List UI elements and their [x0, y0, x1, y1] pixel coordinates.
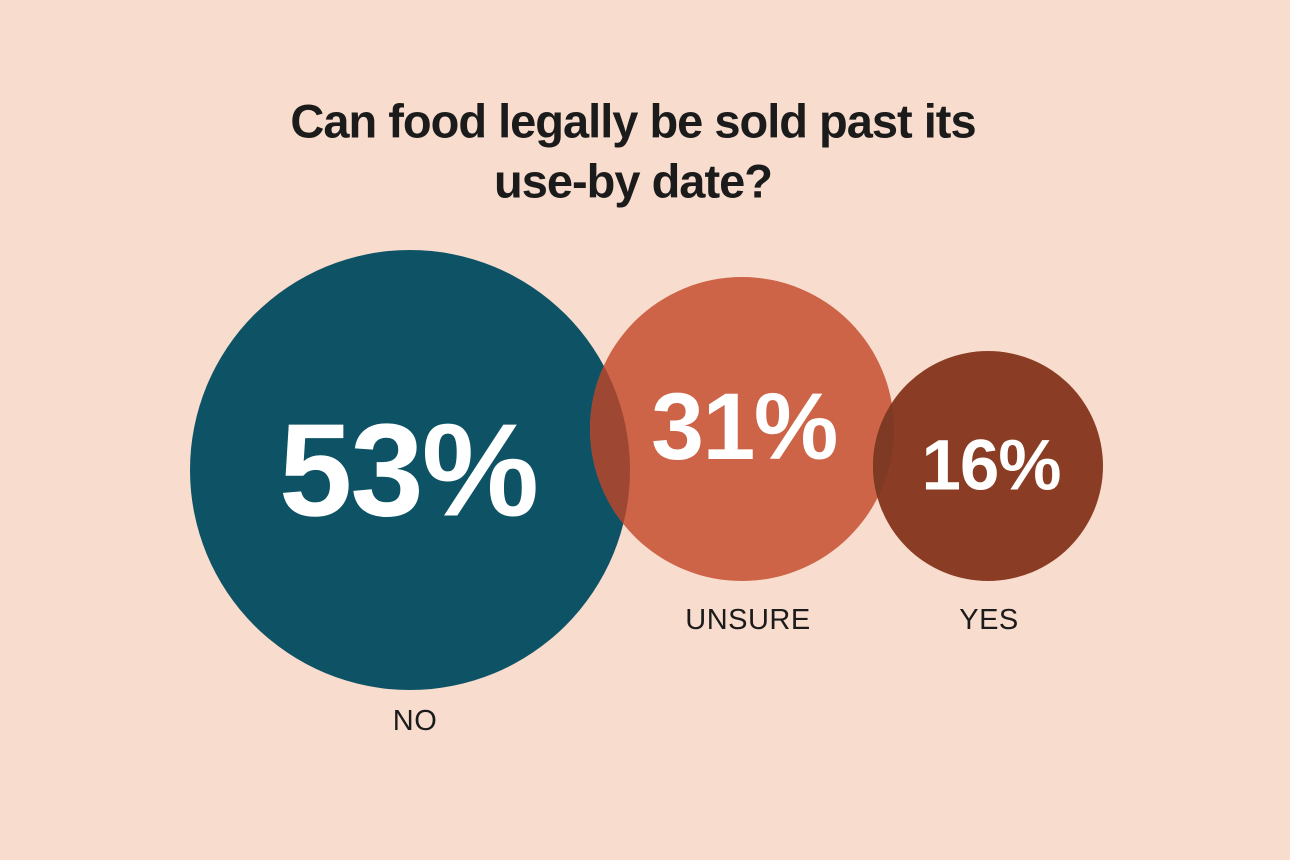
- category-label-unsure: UNSURE: [685, 604, 810, 636]
- bubble-yes: [873, 351, 1103, 581]
- bubble-unsure: [590, 277, 894, 581]
- chart-title-line-1: Can food legally be sold past its: [290, 95, 975, 148]
- category-label-no: NO: [393, 705, 438, 737]
- value-label-yes: 16%: [921, 427, 1060, 506]
- value-label-unsure: 31%: [651, 374, 837, 480]
- chart-title-line-2: use-by date?: [494, 155, 772, 208]
- value-label-no: 53%: [279, 397, 537, 544]
- category-label-yes: YES: [959, 604, 1019, 636]
- bubble-no: [190, 250, 630, 690]
